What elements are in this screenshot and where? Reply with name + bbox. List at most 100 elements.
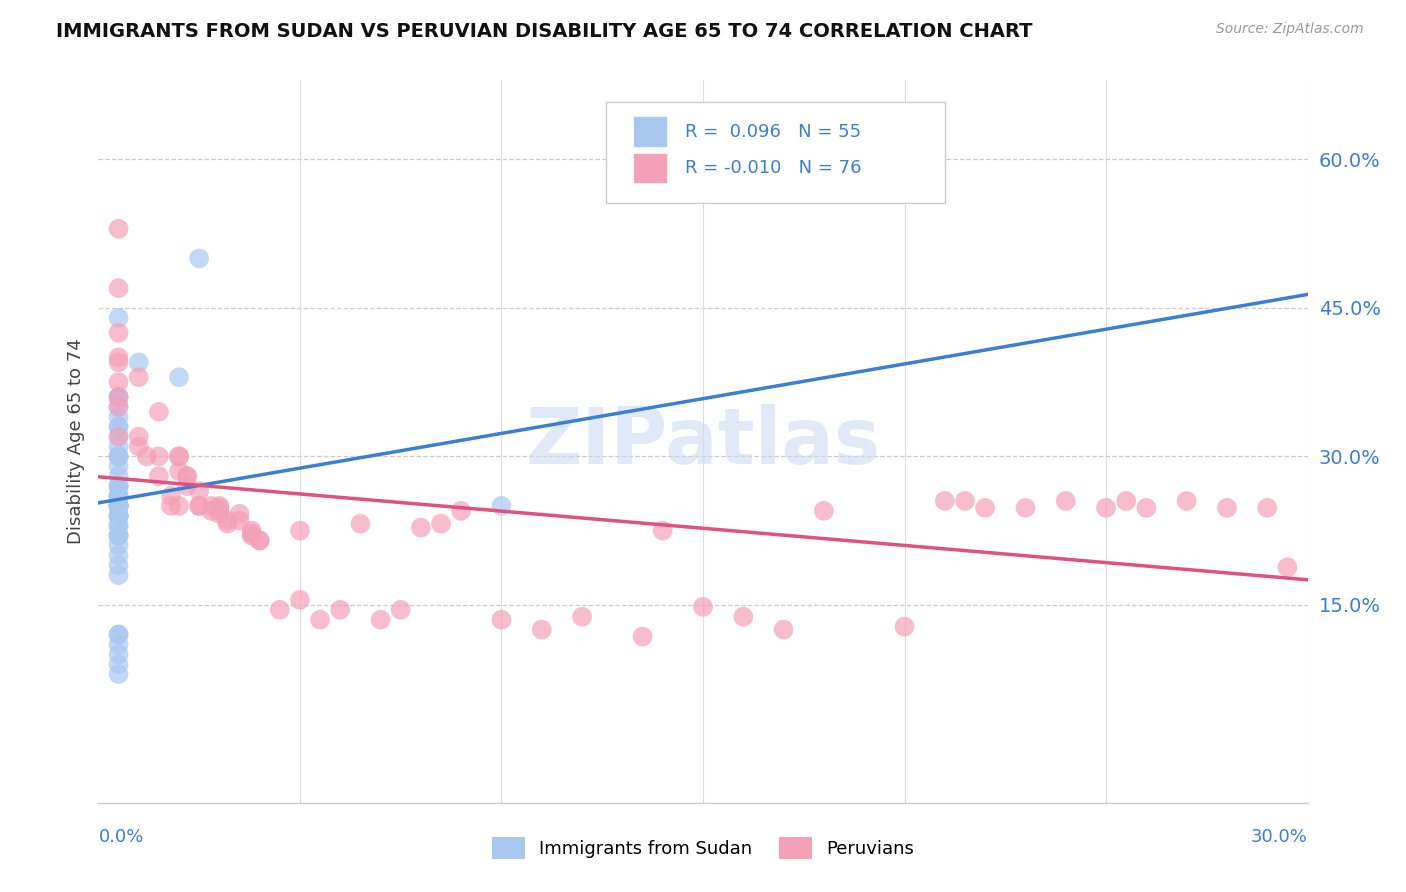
FancyBboxPatch shape	[633, 117, 666, 147]
Point	[107, 508, 129, 523]
Point	[167, 499, 190, 513]
Point	[217, 516, 239, 531]
Point	[107, 499, 129, 513]
Point	[107, 637, 129, 651]
Text: Source: ZipAtlas.com: Source: ZipAtlas.com	[1216, 22, 1364, 37]
Point	[107, 508, 129, 523]
Point	[107, 499, 129, 513]
Point	[167, 450, 190, 464]
Point	[772, 623, 794, 637]
Point	[167, 464, 190, 478]
Point	[135, 450, 157, 464]
Point	[107, 281, 129, 295]
Point	[370, 613, 392, 627]
Text: 30.0%: 30.0%	[1251, 828, 1308, 846]
Point	[107, 528, 129, 542]
Text: R =  0.096   N = 55: R = 0.096 N = 55	[685, 122, 860, 141]
Point	[176, 469, 198, 483]
Point	[228, 514, 250, 528]
Point	[893, 619, 915, 633]
Point	[409, 521, 432, 535]
FancyBboxPatch shape	[633, 153, 666, 183]
Point	[107, 667, 129, 681]
Point	[148, 469, 170, 483]
Point	[269, 603, 291, 617]
Point	[176, 479, 198, 493]
Point	[107, 549, 129, 563]
Point	[530, 623, 553, 637]
Point	[107, 419, 129, 434]
Point	[107, 469, 129, 483]
Text: ZIPatlas: ZIPatlas	[526, 403, 880, 480]
Point	[1175, 494, 1198, 508]
Point	[107, 489, 129, 503]
Point	[974, 500, 997, 515]
Point	[1054, 494, 1077, 508]
Point	[631, 630, 654, 644]
Point	[107, 479, 129, 493]
Point	[107, 375, 129, 389]
Point	[349, 516, 371, 531]
Point	[1256, 500, 1278, 515]
Point	[107, 450, 129, 464]
Point	[107, 409, 129, 424]
Point	[148, 450, 170, 464]
Point	[107, 400, 129, 414]
Legend: Immigrants from Sudan, Peruvians: Immigrants from Sudan, Peruvians	[485, 830, 921, 866]
Point	[329, 603, 352, 617]
Point	[107, 657, 129, 672]
Point	[571, 609, 593, 624]
Point	[107, 450, 129, 464]
Point	[953, 494, 976, 508]
Point	[107, 499, 129, 513]
FancyBboxPatch shape	[606, 102, 945, 203]
Point	[107, 429, 129, 443]
Point	[107, 429, 129, 443]
Point	[934, 494, 956, 508]
Point	[107, 508, 129, 523]
Text: R = -0.010   N = 76: R = -0.010 N = 76	[685, 159, 862, 177]
Point	[288, 593, 311, 607]
Point	[389, 603, 412, 617]
Point	[107, 450, 129, 464]
Point	[240, 524, 263, 538]
Point	[107, 499, 129, 513]
Point	[107, 528, 129, 542]
Point	[208, 507, 231, 521]
Point	[491, 499, 513, 513]
Point	[107, 390, 129, 404]
Point	[188, 483, 211, 498]
Point	[188, 252, 211, 266]
Point	[107, 221, 129, 235]
Point	[107, 390, 129, 404]
Point	[813, 504, 835, 518]
Point	[176, 469, 198, 483]
Point	[491, 613, 513, 627]
Text: 0.0%: 0.0%	[98, 828, 143, 846]
Point	[1115, 494, 1137, 508]
Point	[107, 355, 129, 369]
Point	[167, 370, 190, 384]
Point	[148, 405, 170, 419]
Point	[107, 489, 129, 503]
Point	[200, 499, 222, 513]
Point	[107, 479, 129, 493]
Point	[249, 533, 271, 548]
Point	[107, 528, 129, 542]
Text: IMMIGRANTS FROM SUDAN VS PERUVIAN DISABILITY AGE 65 TO 74 CORRELATION CHART: IMMIGRANTS FROM SUDAN VS PERUVIAN DISABI…	[56, 22, 1033, 41]
Point	[651, 524, 673, 538]
Point	[1095, 500, 1118, 515]
Point	[160, 489, 183, 503]
Point	[188, 499, 211, 513]
Point	[288, 524, 311, 538]
Point	[240, 526, 263, 541]
Point	[107, 508, 129, 523]
Point	[208, 500, 231, 515]
Point	[1135, 500, 1157, 515]
Point	[107, 499, 129, 513]
Point	[128, 440, 150, 454]
Point	[128, 429, 150, 443]
Point	[107, 489, 129, 503]
Point	[107, 648, 129, 662]
Point	[107, 479, 129, 493]
